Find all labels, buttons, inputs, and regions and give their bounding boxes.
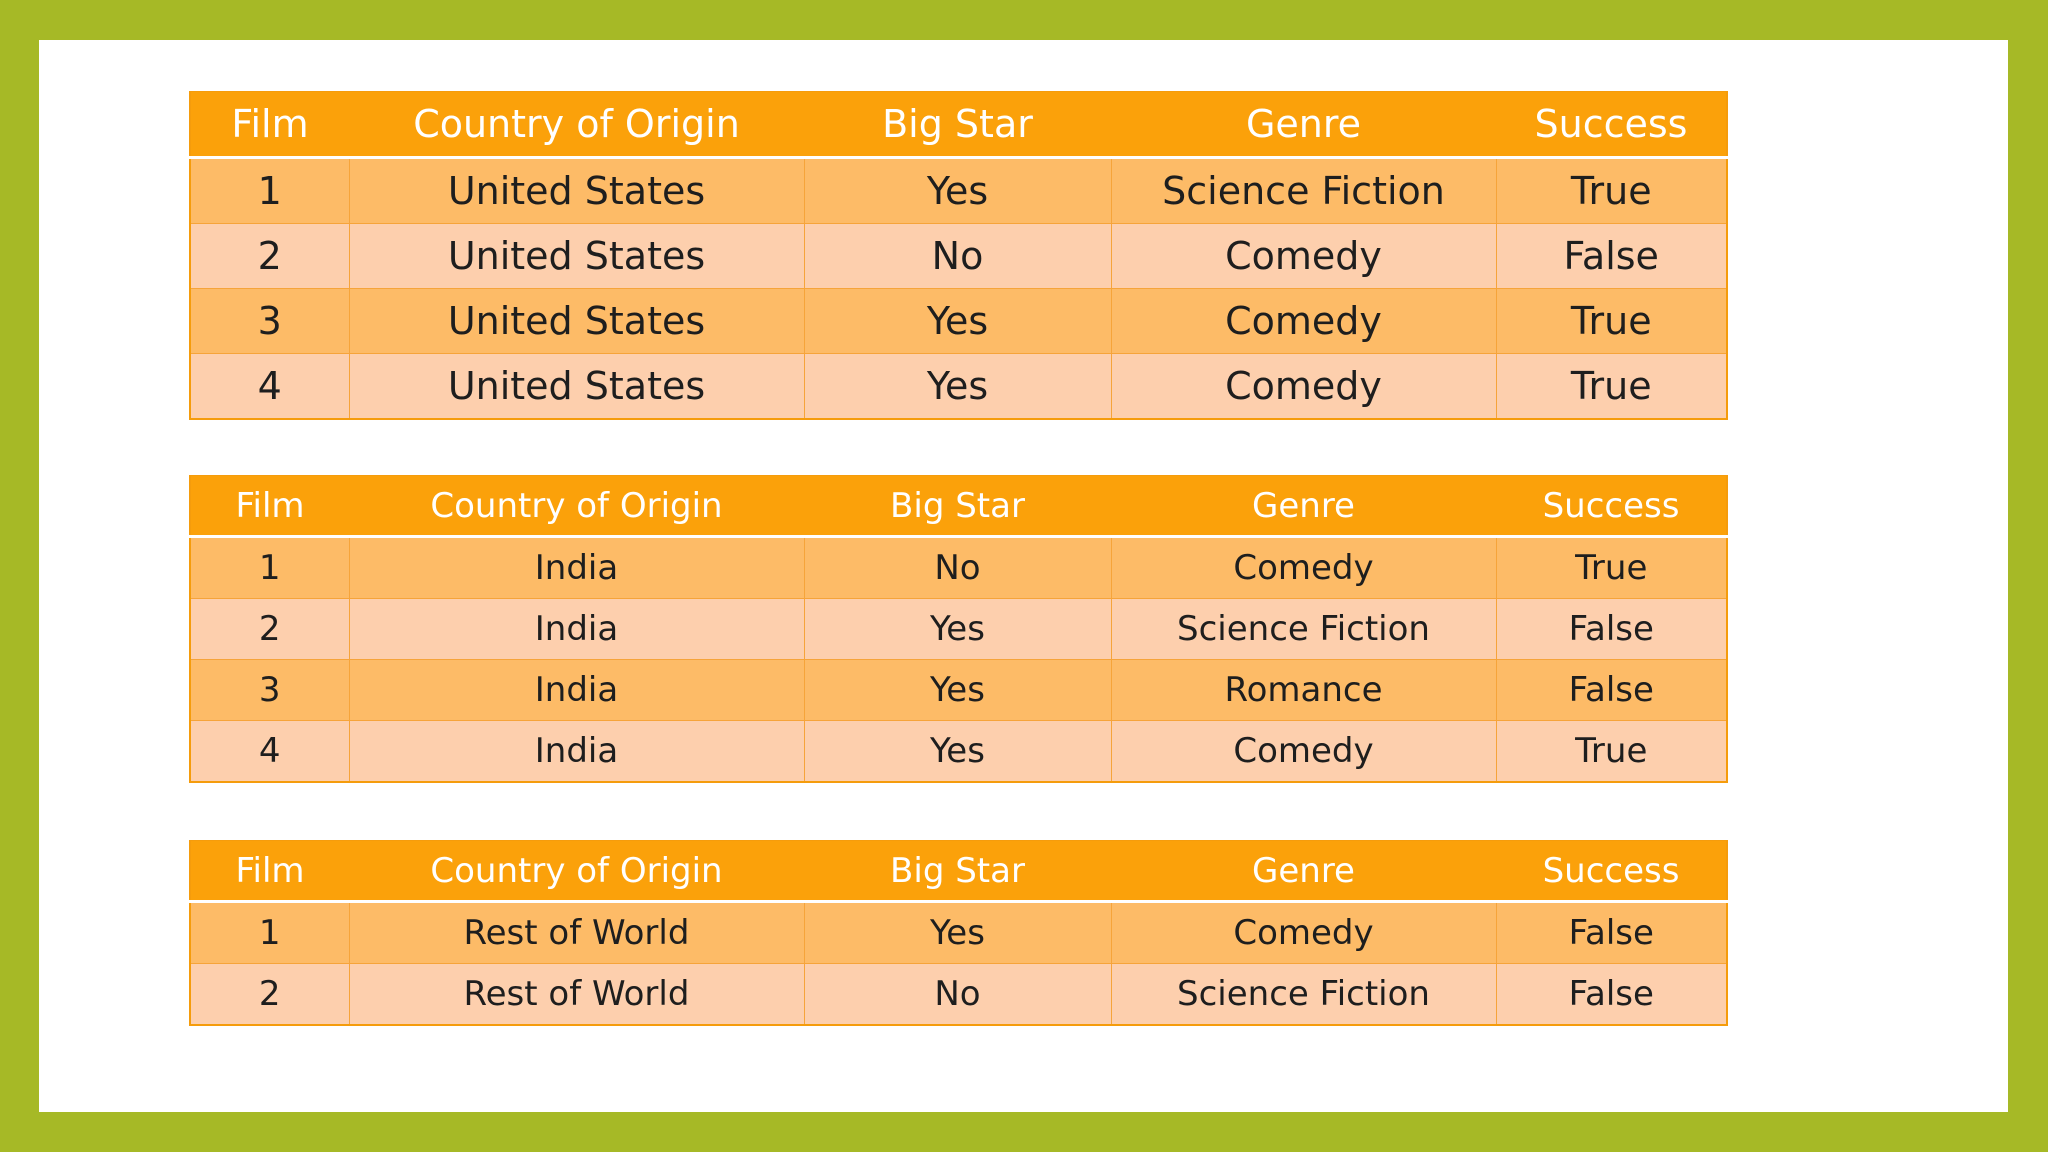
cell-success: False: [1495, 963, 1728, 1026]
header-genre: Genre: [1111, 840, 1496, 903]
table-row: 3 India Yes Romance False: [189, 659, 1728, 721]
cell-success: True: [1495, 536, 1728, 599]
cell-film: 2: [189, 598, 350, 660]
table-row: 3 United States Yes Comedy True: [189, 288, 1728, 354]
cell-film: 4: [189, 353, 350, 420]
cell-big-star: No: [803, 223, 1112, 289]
header-row: Film Country of Origin Big Star Genre Su…: [189, 91, 1728, 159]
cell-genre: Science Fiction: [1110, 598, 1497, 660]
cell-country: United States: [348, 157, 805, 224]
header-genre: Genre: [1111, 91, 1496, 159]
cell-genre: Science Fiction: [1110, 963, 1497, 1026]
header-genre: Genre: [1111, 475, 1496, 538]
table-row: 4 India Yes Comedy True: [189, 720, 1728, 783]
cell-success: True: [1495, 157, 1728, 224]
cell-country: Rest of World: [348, 901, 805, 964]
cell-genre: Romance: [1110, 659, 1497, 721]
cell-success: False: [1495, 223, 1728, 289]
cell-genre: Comedy: [1110, 288, 1497, 354]
cell-big-star: Yes: [803, 720, 1112, 783]
header-country-of-origin: Country of Origin: [349, 840, 804, 903]
slide: Film Country of Origin Big Star Genre Su…: [39, 40, 2008, 1112]
header-success: Success: [1496, 91, 1728, 159]
cell-genre: Science Fiction: [1110, 157, 1497, 224]
cell-big-star: Yes: [803, 157, 1112, 224]
header-success: Success: [1496, 840, 1728, 903]
films-table-united-states: Film Country of Origin Big Star Genre Su…: [189, 91, 1728, 420]
cell-film: 2: [189, 963, 350, 1026]
cell-big-star: Yes: [803, 598, 1112, 660]
cell-country: Rest of World: [348, 963, 805, 1026]
cell-genre: Comedy: [1110, 901, 1497, 964]
cell-film: 1: [189, 157, 350, 224]
header-row: Film Country of Origin Big Star Genre Su…: [189, 475, 1728, 538]
table-row: 1 India No Comedy True: [189, 536, 1728, 599]
cell-success: False: [1495, 598, 1728, 660]
table-row: 2 Rest of World No Science Fiction False: [189, 963, 1728, 1026]
table-row: 4 United States Yes Comedy True: [189, 353, 1728, 420]
cell-big-star: Yes: [803, 901, 1112, 964]
header-big-star: Big Star: [804, 475, 1111, 538]
cell-big-star: Yes: [803, 659, 1112, 721]
cell-success: True: [1495, 288, 1728, 354]
cell-genre: Comedy: [1110, 536, 1497, 599]
cell-success: True: [1495, 720, 1728, 783]
cell-success: False: [1495, 901, 1728, 964]
table-row: 1 United States Yes Science Fiction True: [189, 157, 1728, 224]
header-big-star: Big Star: [804, 91, 1111, 159]
cell-success: True: [1495, 353, 1728, 420]
header-big-star: Big Star: [804, 840, 1111, 903]
cell-big-star: Yes: [803, 288, 1112, 354]
cell-genre: Comedy: [1110, 223, 1497, 289]
table-row: 2 India Yes Science Fiction False: [189, 598, 1728, 660]
cell-country: India: [348, 720, 805, 783]
films-table-rest-of-world: Film Country of Origin Big Star Genre Su…: [189, 840, 1728, 1026]
cell-film: 1: [189, 536, 350, 599]
cell-genre: Comedy: [1110, 353, 1497, 420]
header-film: Film: [189, 91, 349, 159]
cell-country: United States: [348, 353, 805, 420]
cell-country: United States: [348, 288, 805, 354]
header-success: Success: [1496, 475, 1728, 538]
cell-film: 2: [189, 223, 350, 289]
cell-film: 3: [189, 288, 350, 354]
cell-country: India: [348, 536, 805, 599]
cell-film: 4: [189, 720, 350, 783]
table-row: 2 United States No Comedy False: [189, 223, 1728, 289]
table-row: 1 Rest of World Yes Comedy False: [189, 901, 1728, 964]
cell-success: False: [1495, 659, 1728, 721]
cell-country: India: [348, 659, 805, 721]
cell-film: 1: [189, 901, 350, 964]
header-film: Film: [189, 475, 349, 538]
films-table-india: Film Country of Origin Big Star Genre Su…: [189, 475, 1728, 783]
cell-big-star: Yes: [803, 353, 1112, 420]
header-row: Film Country of Origin Big Star Genre Su…: [189, 840, 1728, 903]
cell-film: 3: [189, 659, 350, 721]
header-film: Film: [189, 840, 349, 903]
cell-genre: Comedy: [1110, 720, 1497, 783]
header-country-of-origin: Country of Origin: [349, 91, 804, 159]
cell-country: United States: [348, 223, 805, 289]
cell-country: India: [348, 598, 805, 660]
cell-big-star: No: [803, 963, 1112, 1026]
header-country-of-origin: Country of Origin: [349, 475, 804, 538]
cell-big-star: No: [803, 536, 1112, 599]
